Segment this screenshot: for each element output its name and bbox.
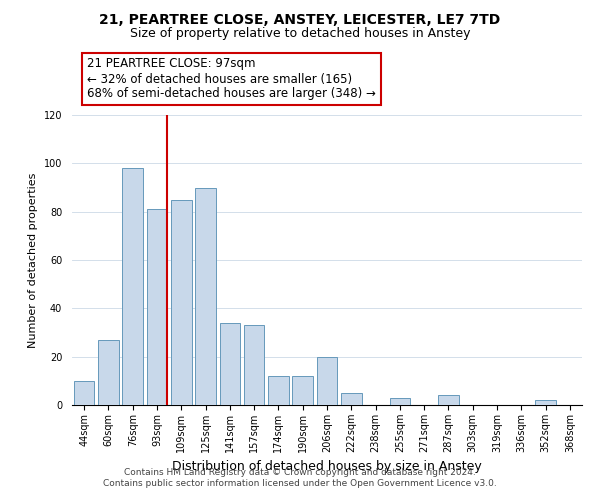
Bar	[244, 325, 265, 405]
Bar	[535, 400, 556, 405]
Bar	[292, 376, 313, 405]
Bar	[438, 396, 459, 405]
Bar	[171, 200, 191, 405]
Bar	[195, 188, 216, 405]
Text: Contains HM Land Registry data © Crown copyright and database right 2024.
Contai: Contains HM Land Registry data © Crown c…	[103, 468, 497, 487]
Bar	[122, 168, 143, 405]
X-axis label: Distribution of detached houses by size in Anstey: Distribution of detached houses by size …	[172, 460, 482, 473]
Bar	[74, 381, 94, 405]
Y-axis label: Number of detached properties: Number of detached properties	[28, 172, 38, 348]
Bar	[220, 323, 240, 405]
Text: Size of property relative to detached houses in Anstey: Size of property relative to detached ho…	[130, 28, 470, 40]
Text: 21, PEARTREE CLOSE, ANSTEY, LEICESTER, LE7 7TD: 21, PEARTREE CLOSE, ANSTEY, LEICESTER, L…	[100, 12, 500, 26]
Bar	[317, 356, 337, 405]
Bar	[146, 209, 167, 405]
Text: 21 PEARTREE CLOSE: 97sqm
← 32% of detached houses are smaller (165)
68% of semi-: 21 PEARTREE CLOSE: 97sqm ← 32% of detach…	[87, 58, 376, 100]
Bar	[389, 398, 410, 405]
Bar	[268, 376, 289, 405]
Bar	[98, 340, 119, 405]
Bar	[341, 393, 362, 405]
